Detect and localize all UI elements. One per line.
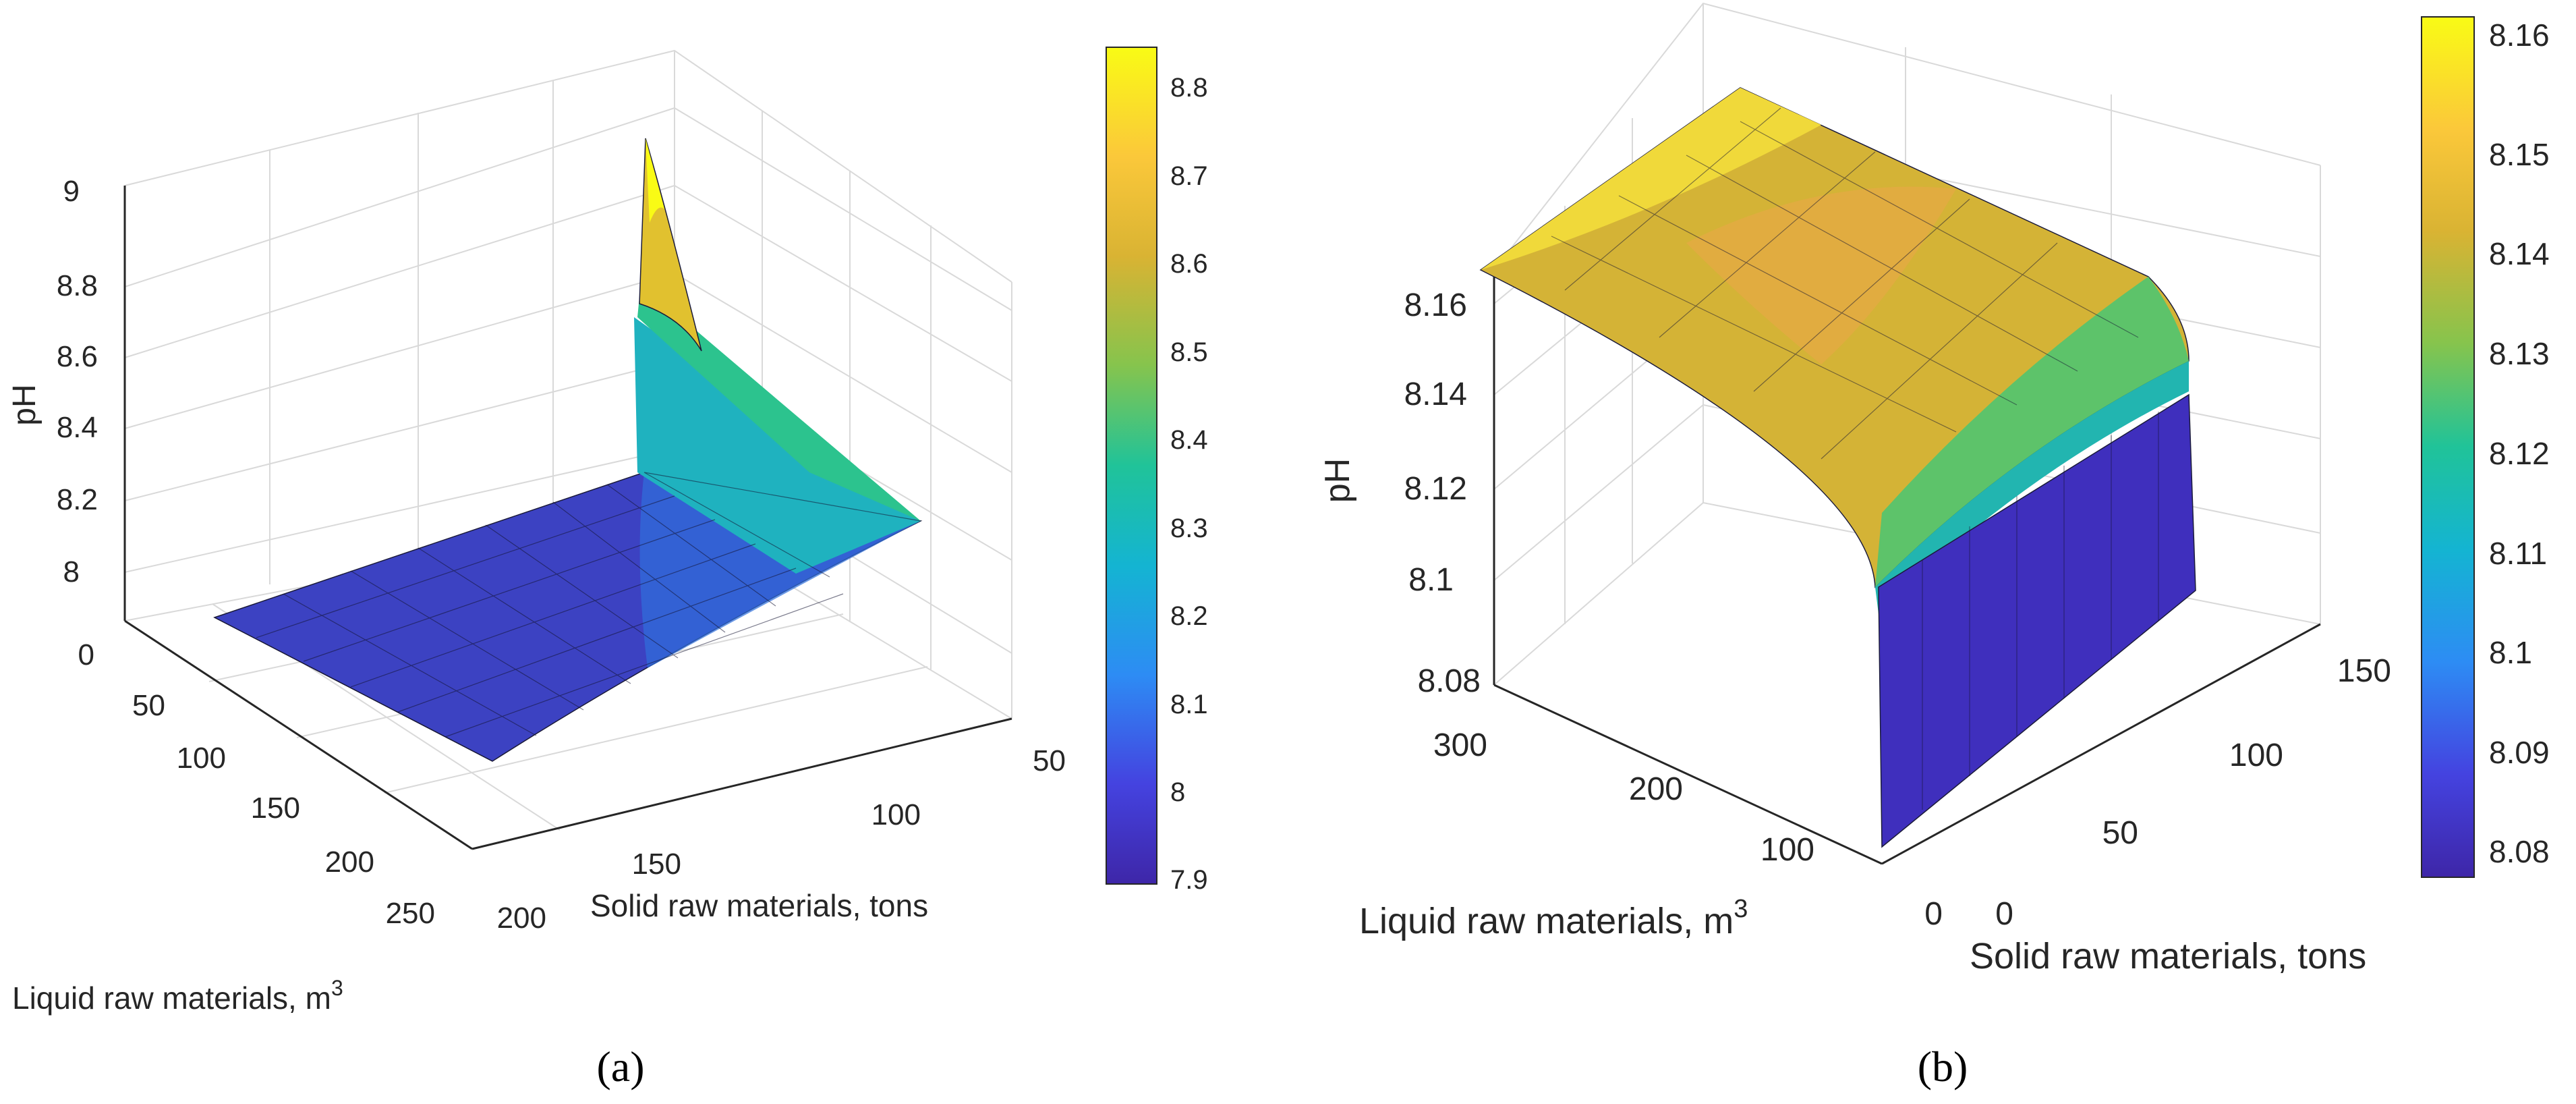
surface-b-teal [1875,361,2189,614]
y-tick-a-4: 200 [325,846,374,879]
cbar-a-tick-9: 8.8 [1170,73,1208,103]
cbar-a-tick-1: 8 [1170,777,1185,807]
y-axis-label-a-sup: 3 [331,976,343,1000]
z-axis-label-a: pH [7,384,42,425]
z-tick-b-3: 8.14 [1404,377,1467,412]
surface-b-orange [1686,186,1956,364]
z-axis-label-b: pH [1318,458,1357,503]
x-tick-b-3: 150 [2337,653,2391,689]
cbar-b-tick-2: 8.1 [2489,635,2532,670]
surface-a-green-band [637,283,921,521]
x-axis-label-a: Solid raw materials, tons [590,888,928,923]
panel-a: 8 8.2 8.4 8.6 8.8 9 pH 0 50 100 150 200 … [7,47,1208,1091]
x-axis-label-b: Solid raw materials, tons [1970,936,2366,976]
y-tick-a-0: 0 [78,638,94,671]
surface-a-teal-band [634,317,921,574]
cbar-b-tick-1: 8.09 [2489,735,2550,770]
y-axis-label-a: Liquid raw materials, m3 [12,976,343,1016]
y-axis-label-b-text: Liquid raw materials, m [1359,901,1734,941]
colorbar-a-ticks: 7.9 8 8.1 8.2 8.3 8.4 8.5 8.6 8.7 8.8 [1170,73,1208,895]
z-tick-a-4: 8.8 [57,269,98,302]
z-tick-a-3: 8.6 [57,340,98,373]
surface-b-mesh [1551,107,2159,810]
x-tick-b-2: 100 [2229,738,2283,773]
cbar-a-tick-6: 8.5 [1170,337,1208,367]
surface-b-yellow [1481,88,1821,270]
cbar-a-tick-2: 8.1 [1170,690,1208,719]
y-tick-a-3: 150 [251,792,300,825]
panel-a-z-ticks: 8 8.2 8.4 8.6 8.8 9 [57,175,98,588]
cbar-a-tick-8: 8.7 [1170,161,1208,191]
y-axis-label-b-sup: 3 [1734,895,1748,923]
x-tick-a-3: 200 [497,902,546,935]
colorbar-b-ticks: 8.08 8.09 8.1 8.11 8.12 8.13 8.14 8.15 8… [2489,18,2550,869]
z-tick-a-1: 8.2 [57,483,98,516]
panel-b-z-ticks: 8.08 8.1 8.12 8.14 8.16 [1404,287,1481,699]
y-tick-b-3: 300 [1433,727,1487,763]
colorbar-a [1106,47,1157,885]
panel-b-axes [1493,270,2321,865]
cbar-b-tick-6: 8.14 [2489,236,2550,271]
z-tick-b-0: 8.08 [1418,663,1481,699]
y-tick-b-2: 200 [1629,771,1683,807]
z-tick-a-0: 8 [63,555,80,588]
cbar-b-tick-8: 8.16 [2489,18,2550,53]
z-tick-a-5: 9 [63,175,80,208]
cbar-a-tick-3: 8.2 [1170,601,1208,631]
cbar-b-tick-5: 8.13 [2489,336,2550,371]
y-tick-b-0: 0 [1924,896,1943,932]
panel-a-box [124,49,1012,850]
cbar-b-tick-7: 8.15 [2489,137,2550,172]
panel-b-surface [1479,87,2196,848]
surface-b-wall [1878,393,2196,848]
panel-a-surface [213,138,923,762]
cbar-a-tick-4: 8.3 [1170,514,1208,543]
x-tick-b-1: 50 [2102,815,2138,851]
cbar-a-tick-0: 7.9 [1170,865,1208,895]
x-tick-a-0: 50 [1033,744,1066,777]
y-tick-a-1: 50 [132,689,165,722]
panel-b: 8.08 8.1 8.12 8.14 8.16 pH 0 100 200 300… [1318,2,2550,1091]
y-tick-a-2: 100 [177,742,226,775]
panel-a-y-ticks: 0 50 100 150 200 250 [78,638,435,930]
y-axis-label-b: Liquid raw materials, m3 [1359,895,1748,941]
colorbar-b [2421,16,2475,878]
panel-b-y-ticks: 0 100 200 300 [1433,727,1943,932]
surface-a-mesh [214,472,921,762]
panel-a-x-ticks: 50 100 150 200 [497,744,1066,935]
y-axis-label-a-text: Liquid raw materials, m [12,981,331,1016]
y-tick-a-5: 250 [386,897,435,930]
z-tick-b-2: 8.12 [1404,471,1467,507]
cbar-b-tick-3: 8.11 [2489,536,2547,571]
cbar-a-tick-5: 8.4 [1170,425,1208,455]
panel-b-caption: (b) [1918,1043,1968,1091]
x-tick-a-1: 100 [871,798,921,831]
z-tick-a-2: 8.4 [57,411,98,444]
panel-a-caption: (a) [596,1043,644,1091]
cbar-a-tick-7: 8.6 [1170,249,1208,279]
surface-a-spike-top [646,138,664,223]
surface-b-green [1875,277,2189,587]
z-tick-b-4: 8.16 [1404,287,1467,323]
panel-a-axes [123,186,1012,850]
cbar-b-tick-0: 8.08 [2489,834,2550,869]
y-tick-b-1: 100 [1761,832,1814,868]
cbar-b-tick-4: 8.12 [2489,436,2550,471]
x-tick-b-0: 0 [1995,896,2013,932]
panel-b-x-ticks: 0 50 100 150 [1995,653,2391,932]
x-tick-a-2: 150 [632,848,681,881]
z-tick-b-1: 8.1 [1408,562,1454,598]
